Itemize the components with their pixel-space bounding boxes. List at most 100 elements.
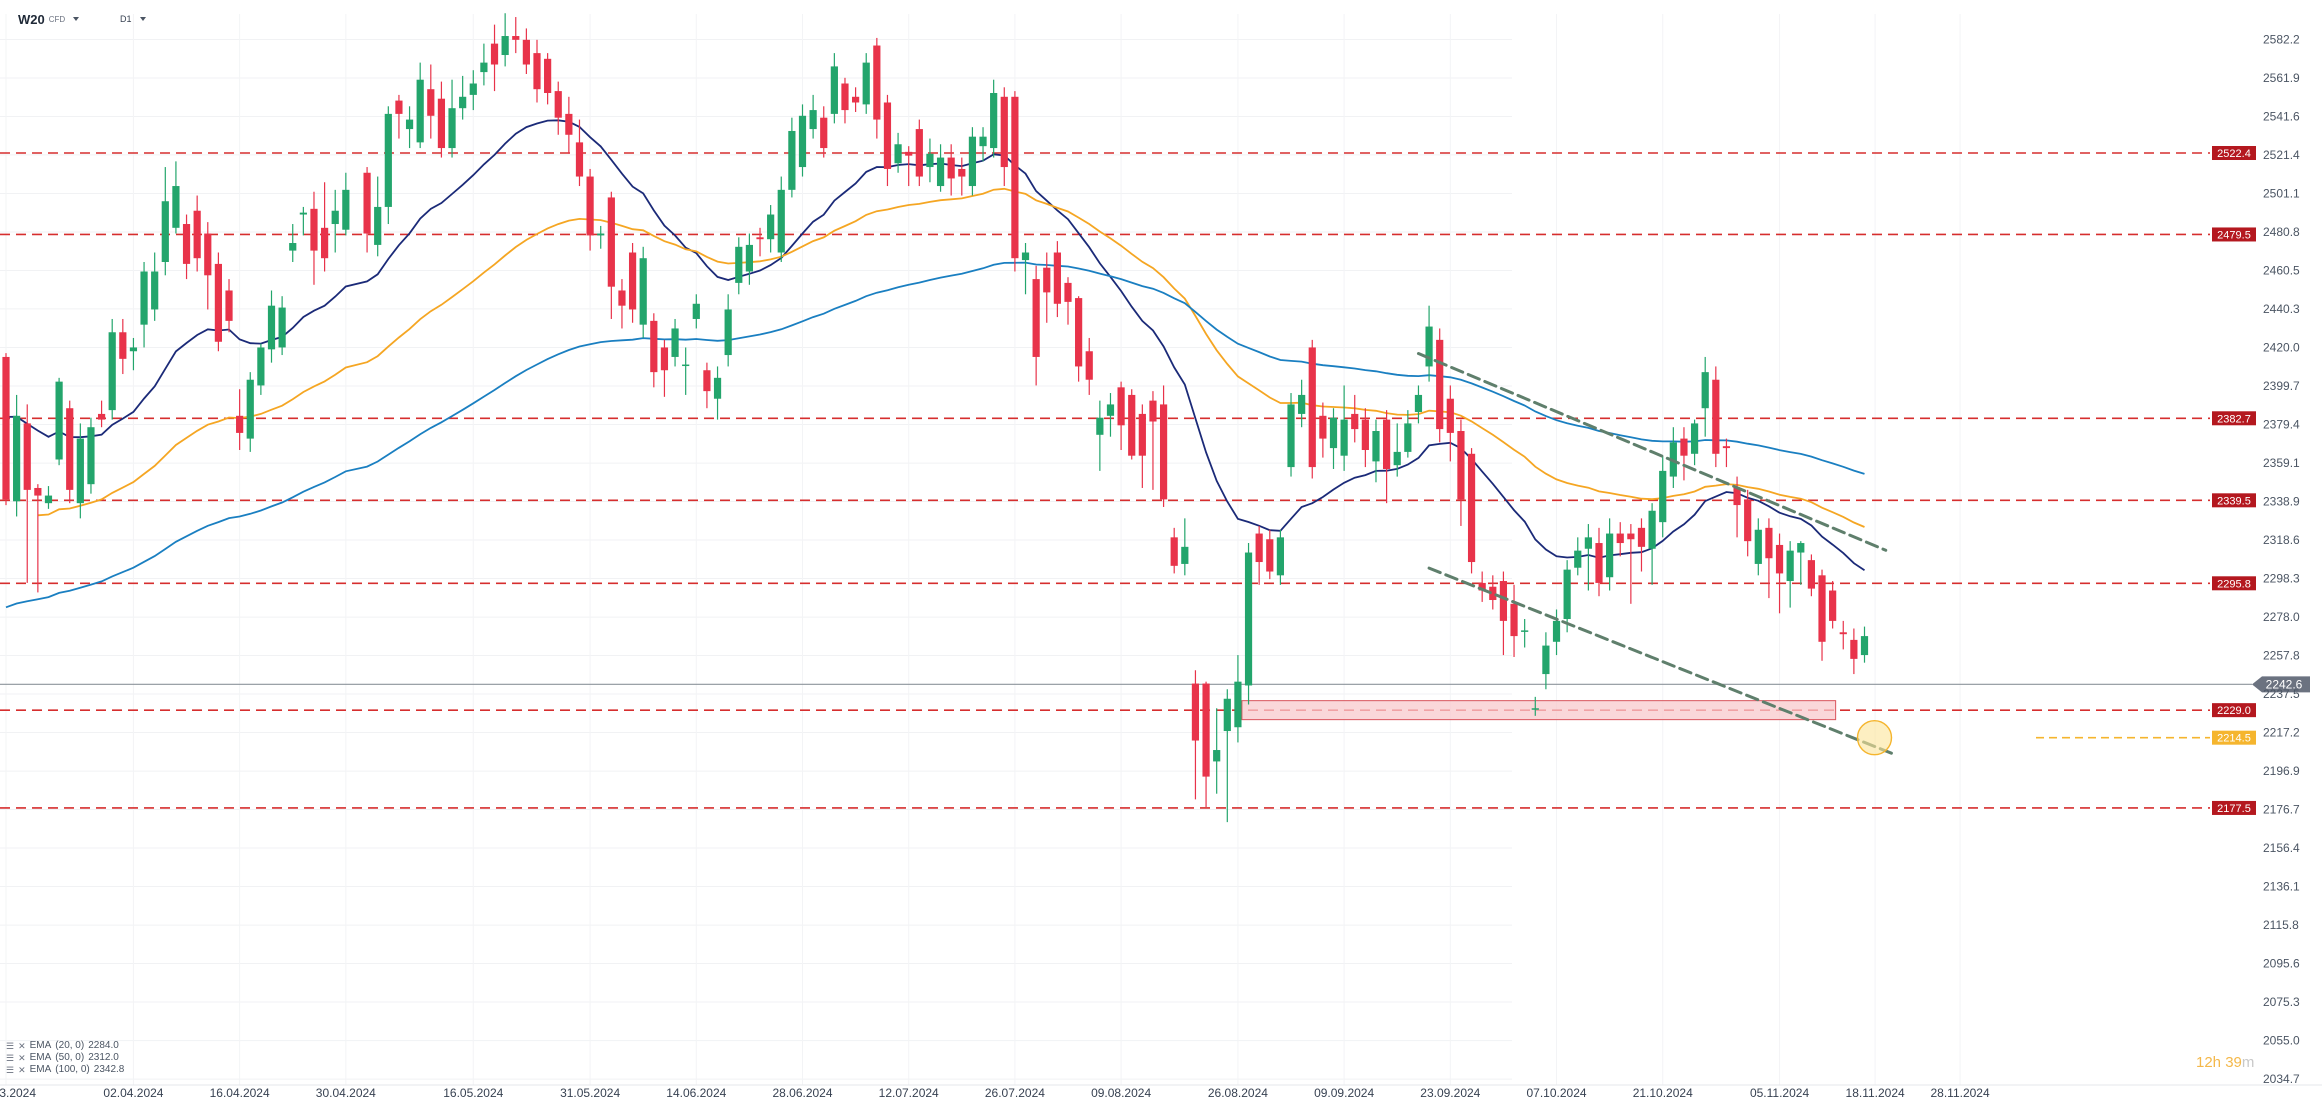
candle xyxy=(544,53,552,105)
candle xyxy=(1839,620,1847,650)
candle xyxy=(1085,337,1093,395)
candle xyxy=(1266,529,1274,580)
candle-body xyxy=(522,39,530,65)
candle-body xyxy=(1574,550,1582,568)
candle xyxy=(1606,518,1614,591)
legend-item-ema20[interactable]: ☰ ✕ EMA (20, 0) 2284.0 xyxy=(6,1040,124,1052)
candle xyxy=(1202,681,1210,807)
candle xyxy=(1319,402,1327,458)
pending-price-tag xyxy=(2212,730,2256,745)
candle-body xyxy=(597,233,605,236)
legend-label: EMA xyxy=(29,1052,52,1063)
candle-body xyxy=(735,246,743,283)
level-price-label: 2177.5 xyxy=(2217,803,2251,815)
candle xyxy=(1595,527,1603,597)
candle xyxy=(745,233,753,285)
candle xyxy=(554,81,562,135)
close-icon[interactable]: ✕ xyxy=(18,1053,26,1063)
candle-body xyxy=(1361,419,1369,450)
x-tick-label: 12.07.2024 xyxy=(879,1086,939,1100)
candle xyxy=(873,37,881,139)
settings-icon[interactable]: ☰ xyxy=(6,1053,15,1063)
candle xyxy=(1011,91,1019,272)
y-tick-label: 2034.7 xyxy=(2263,1072,2300,1086)
candle xyxy=(1860,626,1869,663)
candle xyxy=(1680,427,1688,481)
candle xyxy=(1329,408,1338,469)
legend-item-ema100[interactable]: ☰ ✕ EMA (100, 0) 2342.8 xyxy=(6,1064,124,1076)
settings-icon[interactable]: ☰ xyxy=(6,1041,15,1051)
y-tick-label: 2196.9 xyxy=(2263,764,2300,778)
candle-body xyxy=(1850,639,1858,659)
close-icon[interactable]: ✕ xyxy=(18,1065,26,1075)
settings-icon[interactable]: ☰ xyxy=(6,1065,15,1075)
timeframe-selector[interactable]: D1 xyxy=(120,10,146,28)
candle-body xyxy=(798,115,807,168)
candle xyxy=(108,318,116,420)
candle-body xyxy=(1064,282,1072,302)
candle xyxy=(586,168,594,251)
chevron-down-icon xyxy=(139,17,146,21)
candle xyxy=(565,96,573,154)
x-tick-label: 21.10.2024 xyxy=(1633,1086,1693,1100)
candle xyxy=(225,279,233,333)
candle-body xyxy=(1138,413,1146,456)
close-icon[interactable]: ✕ xyxy=(18,1041,26,1051)
y-tick-label: 2055.0 xyxy=(2263,1034,2300,1048)
candle xyxy=(1223,689,1231,823)
y-axis: 2582.2 2561.9 2541.6 2521.4 2501.1 2480.8 2460… xyxy=(2263,32,2300,1086)
candle-body xyxy=(777,189,785,253)
candle-body xyxy=(936,157,945,187)
legend-item-ema50[interactable]: ☰ ✕ EMA (50, 0) 2312.0 xyxy=(6,1052,124,1064)
candle xyxy=(777,176,785,263)
candle-body xyxy=(1414,394,1423,413)
candle-body xyxy=(894,144,902,164)
x-tick-label: 23.09.2024 xyxy=(1420,1086,1480,1100)
level-price-tag xyxy=(2212,576,2256,591)
candle-body xyxy=(1032,279,1040,357)
candle xyxy=(172,161,180,234)
candle-body xyxy=(1510,603,1518,637)
y-tick-label: 2460.5 xyxy=(2263,264,2300,278)
candle-body xyxy=(544,58,552,93)
y-tick-label: 2541.6 xyxy=(2263,110,2300,124)
candle xyxy=(682,347,690,395)
candle-body xyxy=(512,36,520,40)
candle-body xyxy=(129,347,138,352)
candle xyxy=(1170,527,1178,574)
y-tick-label: 2582.2 xyxy=(2263,32,2300,46)
candle xyxy=(809,94,817,139)
candle-body xyxy=(554,91,562,118)
level-price-tag xyxy=(2212,227,2256,242)
candle xyxy=(1213,708,1221,794)
candle-body xyxy=(607,197,615,287)
x-tick-label: 31.05.2024 xyxy=(560,1086,620,1100)
y-tick-label: 2115.8 xyxy=(2263,918,2299,932)
candle xyxy=(1096,400,1104,471)
target-circle xyxy=(1856,719,1893,756)
symbol-selector[interactable]: W20 CFD xyxy=(18,10,80,28)
candle xyxy=(55,377,63,466)
candle xyxy=(310,191,318,285)
candle xyxy=(1552,609,1561,656)
candle-body xyxy=(87,427,95,485)
candle-body xyxy=(830,66,838,114)
legend-params: (50, 0) xyxy=(55,1052,85,1063)
candle-body xyxy=(1011,96,1019,259)
candle xyxy=(830,53,838,124)
legend-label: EMA xyxy=(29,1064,52,1075)
candle-body xyxy=(34,487,42,496)
candle-body xyxy=(1425,326,1433,367)
candle-body xyxy=(767,214,775,240)
y-tick-label: 2318.6 xyxy=(2263,533,2300,547)
candle xyxy=(374,176,382,257)
candle-body xyxy=(575,142,584,177)
candle xyxy=(87,417,95,494)
x-axis: 15.03.2024 02.04.2024 16.04.2024 30.04.2024… xyxy=(0,1084,2322,1100)
candle xyxy=(1754,518,1762,576)
candle xyxy=(469,70,477,111)
x-tick-label: 14.06.2024 xyxy=(666,1086,726,1100)
candle-body xyxy=(990,92,998,149)
candle-body xyxy=(692,303,700,319)
